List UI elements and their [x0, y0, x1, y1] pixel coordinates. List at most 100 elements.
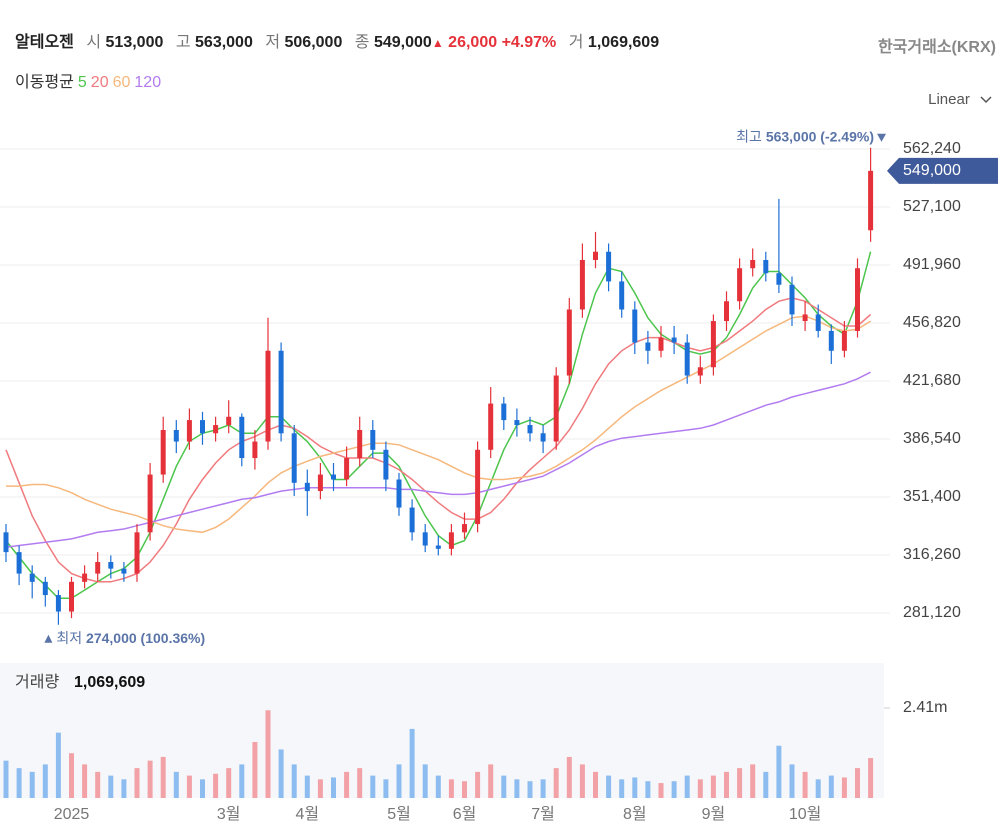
volume-bar: [29, 771, 35, 798]
volume-bar: [383, 779, 389, 798]
y-tick-label: 281,120: [903, 604, 961, 621]
x-tick-label: 6월: [453, 805, 477, 823]
candle-body: [540, 433, 546, 442]
candle-body: [448, 532, 454, 549]
volume-bar: [684, 775, 690, 798]
volume: 1,069,609: [587, 34, 660, 51]
volume-bar: [357, 768, 363, 798]
volume-bar: [724, 771, 729, 798]
candle-body: [16, 552, 22, 574]
candle-body: [3, 532, 9, 553]
legend-entry: 20: [90, 74, 109, 91]
volume-bar: [160, 756, 166, 798]
volume-bar: [645, 781, 651, 798]
candle-body: [868, 170, 874, 231]
candle-body: [724, 301, 729, 322]
candle-body: [147, 474, 153, 533]
volume-bar: [671, 781, 677, 798]
volume-bar: [422, 764, 428, 798]
low: 506,000: [284, 34, 343, 51]
candle-body: [317, 474, 323, 492]
x-tick-label: 5월: [387, 805, 411, 823]
price-badge-label: 549,000: [903, 162, 961, 179]
volume-bar: [331, 777, 336, 798]
candle-body: [134, 532, 140, 574]
scale-label[interactable]: Linear: [928, 91, 970, 108]
ma-legend: 이동평균 5 20 60 120: [15, 68, 161, 92]
volume-bar: [121, 779, 127, 798]
volume-bar: [278, 749, 284, 798]
change: 26,000: [448, 34, 498, 51]
volume-bar: [802, 771, 808, 798]
label: 시: [86, 34, 102, 51]
open: 513,000: [105, 34, 164, 51]
volume-bar: [658, 783, 664, 798]
candle-body: [553, 375, 559, 442]
candle-body: [291, 433, 297, 483]
candle-body: [488, 403, 494, 450]
volume-bar: [173, 771, 179, 798]
volume-bar: [370, 775, 376, 798]
label: 고: [175, 34, 191, 51]
candle-body: [566, 309, 572, 376]
volume-bar: [841, 777, 847, 798]
volume-bar: [435, 775, 441, 798]
y-tick-label: 456,820: [903, 314, 961, 331]
scale-dropdown[interactable]: Linear: [928, 91, 992, 108]
volume-bar: [776, 745, 782, 798]
x-tick-label: 2025: [54, 806, 90, 823]
x-tick-label: 3월: [217, 805, 241, 823]
stock-name: 알테오젠: [15, 34, 74, 51]
candle-body: [462, 524, 467, 533]
min-annotation: 최저 274,000 (100.36%): [56, 629, 205, 645]
change-pct: +4.97%: [501, 34, 557, 51]
volume-bar: [16, 768, 22, 798]
candle-body: [252, 441, 258, 459]
min-text: 274,000 (100.36%): [86, 629, 205, 645]
candle-body: [606, 251, 612, 282]
volume-bar: [95, 771, 101, 798]
x-tick-label: 9월: [702, 805, 726, 823]
candle-body: [828, 330, 834, 351]
volume-bar: [579, 764, 585, 798]
volume-bar: [317, 779, 323, 798]
max-prefix: 최고: [736, 128, 762, 144]
y-tick-label: 316,260: [903, 546, 961, 563]
candle-body: [855, 268, 860, 331]
volume-bar: [697, 779, 703, 798]
candle-body: [710, 321, 716, 368]
candle-body: [331, 474, 336, 480]
y-tick-label: 421,680: [903, 372, 961, 389]
candle-body: [409, 507, 415, 533]
candle-body: [776, 273, 782, 285]
candle-body: [697, 367, 703, 376]
candle-body: [200, 420, 205, 434]
candle-body: [658, 337, 664, 351]
candle-body: [82, 573, 88, 582]
candle-body: [527, 425, 533, 434]
volume-bar: [200, 779, 205, 798]
candle-body: [737, 268, 743, 302]
volume-bar: [527, 781, 533, 798]
candle-body: [593, 251, 598, 260]
volume-bar: [226, 768, 232, 798]
x-tick-label: 7월: [531, 805, 555, 823]
min-arrow: [44, 634, 53, 643]
volume-tick-label: 2.41m: [903, 699, 947, 716]
volume-bar: [868, 758, 874, 798]
x-tick-label: 4월: [295, 805, 319, 823]
volume-bar: [186, 775, 192, 798]
candle-body: [173, 429, 179, 442]
volume-bar: [396, 764, 402, 798]
x-tick-label: 8월: [623, 805, 647, 823]
candle-body: [802, 314, 808, 322]
chevron[interactable]: [980, 96, 992, 104]
volume-bar: [291, 764, 297, 798]
volume-bar: [514, 779, 520, 798]
close: 549,000: [373, 34, 432, 51]
candle-body: [815, 314, 821, 331]
candle-body: [789, 284, 795, 315]
candle-body: [265, 350, 271, 442]
candle-body: [619, 281, 625, 310]
candle-body: [304, 482, 310, 492]
